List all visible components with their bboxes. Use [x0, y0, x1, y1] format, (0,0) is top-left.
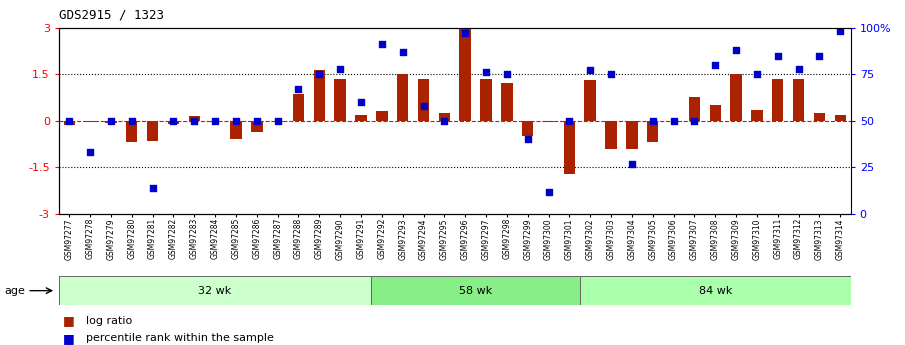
Text: 84 wk: 84 wk [699, 286, 732, 296]
Point [520, 137, 535, 142]
Point [312, 71, 327, 77]
Text: ■: ■ [63, 314, 75, 327]
Point [624, 161, 639, 166]
Text: age: age [5, 286, 25, 296]
Bar [481, 79, 491, 121]
Bar [647, 121, 659, 142]
Point [271, 118, 285, 124]
Bar [564, 121, 575, 174]
Point [104, 118, 119, 124]
Bar [689, 97, 700, 121]
Bar [834, 115, 846, 121]
Point [645, 118, 660, 124]
Point [250, 118, 264, 124]
Bar [522, 121, 533, 136]
Bar [580, 276, 851, 305]
Point [666, 118, 681, 124]
Bar [585, 80, 596, 121]
Point [229, 118, 243, 124]
Point [458, 30, 472, 36]
Point [62, 118, 77, 124]
Bar [814, 113, 825, 121]
Point [562, 118, 576, 124]
Bar [439, 113, 450, 121]
Bar [63, 121, 75, 125]
Point [583, 68, 597, 73]
Point [125, 118, 139, 124]
Bar [418, 79, 429, 121]
Text: ■: ■ [63, 332, 75, 345]
Point [333, 66, 348, 71]
Point [416, 103, 431, 109]
Point [167, 118, 181, 124]
Text: 32 wk: 32 wk [198, 286, 232, 296]
Point [500, 71, 514, 77]
Bar [251, 121, 262, 132]
Point [604, 71, 618, 77]
Bar [772, 79, 784, 121]
Bar [543, 121, 554, 122]
Text: log ratio: log ratio [86, 316, 132, 326]
Bar [167, 121, 179, 124]
Bar [188, 116, 200, 121]
Point [833, 29, 847, 34]
Point [395, 49, 410, 55]
Bar [397, 74, 408, 121]
Point [749, 71, 764, 77]
Bar [460, 28, 471, 121]
Bar [371, 276, 580, 305]
Bar [605, 121, 617, 149]
Bar [793, 79, 805, 121]
Bar [376, 111, 387, 121]
Point [770, 53, 785, 58]
Bar [59, 276, 371, 305]
Bar [356, 115, 367, 121]
Point [437, 118, 452, 124]
Point [687, 118, 701, 124]
Bar [501, 83, 512, 121]
Bar [209, 121, 221, 122]
Point [354, 99, 368, 105]
Bar [626, 121, 638, 149]
Point [791, 66, 805, 71]
Point [208, 118, 223, 124]
Bar [272, 121, 283, 122]
Bar [105, 121, 117, 123]
Bar [313, 69, 325, 121]
Point [479, 70, 493, 75]
Point [187, 118, 202, 124]
Point [291, 86, 306, 92]
Point [146, 185, 160, 190]
Point [729, 47, 743, 53]
Text: GDS2915 / 1323: GDS2915 / 1323 [59, 9, 164, 22]
Point [708, 62, 722, 68]
Bar [335, 79, 346, 121]
Text: 58 wk: 58 wk [459, 286, 492, 296]
Bar [751, 110, 763, 121]
Bar [730, 74, 742, 121]
Bar [84, 121, 96, 122]
Point [375, 42, 389, 47]
Bar [147, 121, 158, 141]
Point [541, 189, 556, 194]
Point [83, 150, 98, 155]
Bar [230, 121, 242, 139]
Point [812, 53, 826, 58]
Text: percentile rank within the sample: percentile rank within the sample [86, 333, 274, 343]
Bar [292, 94, 304, 121]
Bar [710, 105, 721, 121]
Bar [126, 121, 138, 142]
